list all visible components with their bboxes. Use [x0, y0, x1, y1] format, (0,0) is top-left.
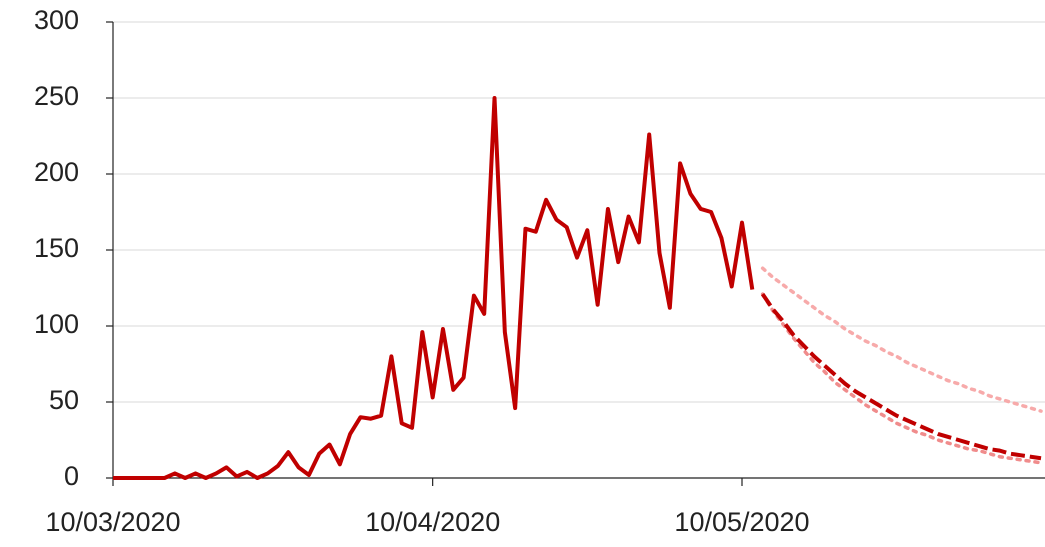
y-tick-label: 250 [34, 81, 79, 111]
data-line [760, 292, 1043, 465]
x-tick-label: 10/05/2020 [674, 507, 809, 537]
y-tick-label: 50 [49, 385, 79, 415]
y-tick-label: 300 [34, 5, 79, 35]
y-tick-label: 0 [64, 461, 79, 491]
x-tick-label: 10/04/2020 [365, 507, 500, 537]
data-line [760, 292, 1042, 461]
data-line [760, 266, 1043, 413]
y-tick-label: 200 [34, 157, 79, 187]
data-line [113, 96, 755, 480]
x-tick-label: 10/03/2020 [45, 507, 180, 537]
y-tick-label: 150 [34, 233, 79, 263]
y-tick-label: 100 [34, 309, 79, 339]
